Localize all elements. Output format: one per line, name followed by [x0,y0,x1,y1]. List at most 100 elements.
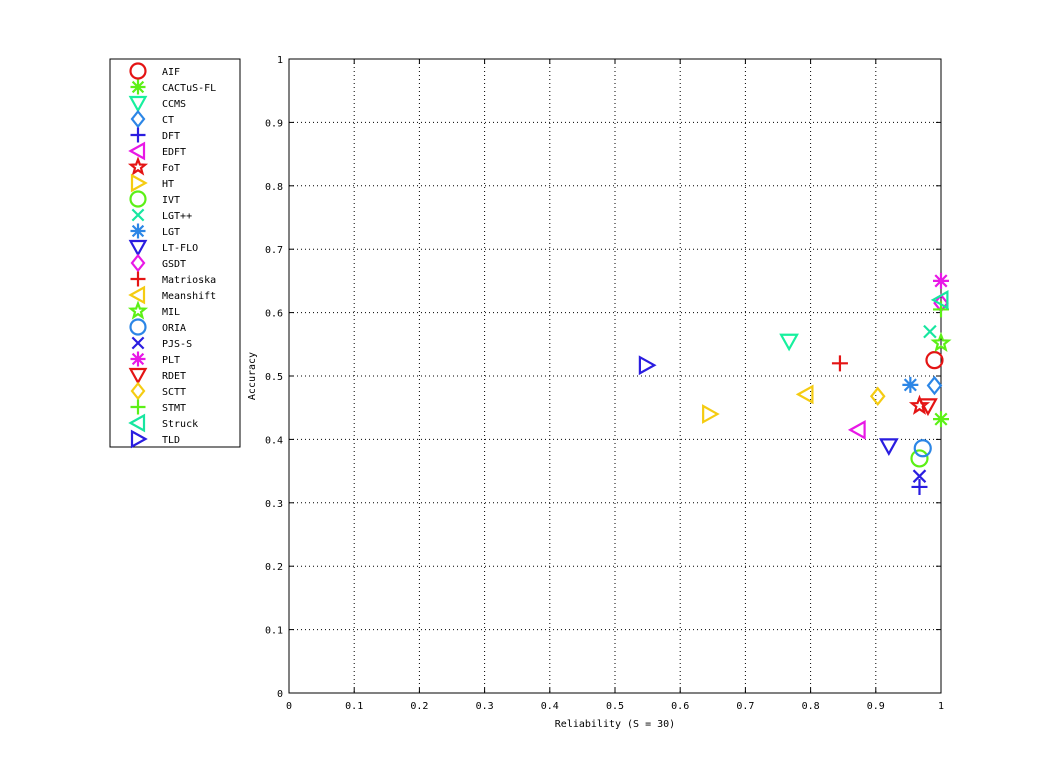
legend-label: LGT++ [162,211,192,222]
grid-lines [289,59,941,693]
point-ccms [779,333,799,352]
point-rdet [918,398,938,417]
legend-label: STMT [162,403,186,414]
point-edft [847,420,866,440]
point-lgt [902,376,919,393]
point-fot [908,394,931,415]
x-tick-label: 0.3 [476,701,494,712]
point-plt [933,272,949,289]
legend-marker [130,173,148,193]
legend-label: TLD [162,435,180,446]
legend-label: GSDT [162,259,186,270]
legend-marker [128,367,148,385]
legend-box [109,58,241,448]
x-tick-label: 0.7 [736,701,754,712]
legend-label: RDET [162,371,186,382]
y-tick-label: 0.9 [265,118,283,129]
legend-marker [130,399,146,415]
legend-marker [128,95,148,113]
point-ct [926,375,943,396]
legend-marker [129,62,147,80]
legend-label: CT [162,115,174,126]
legend-marker [127,156,149,176]
legend-label: IVT [162,195,180,206]
y-tick-label: 0.2 [265,562,283,573]
legend-label: DFT [162,131,180,142]
legend-marker [128,413,146,433]
legend-marker [130,79,146,95]
point-lgt- [923,324,937,339]
y-tick-label: 0.5 [265,372,283,383]
legend-marker [128,239,148,257]
x-axis-label: Reliability (S = 30) [555,719,675,730]
legend-label: PLT [162,355,180,366]
legend-marker [130,271,146,287]
point-dft [911,478,928,495]
legend-marker [130,381,146,401]
y-tick-label: 0.8 [265,182,283,193]
x-tick-label: 0.2 [410,701,428,712]
legend: AIF CACTuS-FL CCMS CT DFT EDFT FoT HT IVT LGT++ LG… [109,58,241,449]
y-tick-label: 0.7 [265,245,283,256]
legend-marker [131,336,145,350]
point-pjs-s [912,469,927,483]
y-tick-label: 1 [277,55,283,66]
x-axis-ticks: 0 0.1 0.2 0.3 0.4 0.5 0.6 0.7 0.8 0.9 1 [286,59,944,712]
legend-label: LT-FLO [162,243,198,254]
point-sctt [869,386,886,407]
legend-marker [130,351,146,367]
y-tick-label: 0.3 [265,499,283,510]
legend-marker [128,141,146,161]
legend-marker [130,253,146,273]
x-tick-label: 0.8 [802,701,820,712]
x-tick-label: 1 [938,701,944,712]
legend-marker [130,429,148,449]
y-tick-label: 0.6 [265,309,283,320]
point-lt-flo [878,438,899,457]
data-points [638,272,952,495]
legend-label: ORIA [162,323,186,334]
legend-label: CCMS [162,99,186,110]
legend-marker [127,300,149,320]
point-tld [638,355,657,376]
legend-marker [130,127,146,143]
legend-marker [131,208,145,222]
legend-label: LGT [162,227,180,238]
legend-label: AIF [162,67,180,78]
legend-label: Struck [162,419,198,430]
y-tick-label: 0 [277,689,283,700]
y-tick-label: 0.1 [265,626,283,637]
legend-label: CACTuS-FL [162,83,216,94]
x-tick-label: 0.1 [345,701,363,712]
x-tick-label: 0 [286,701,292,712]
point-ht [702,404,720,424]
point-matrioska [831,355,848,372]
point-oria [913,439,932,458]
point-aif [925,351,944,370]
legend-label: Matrioska [162,275,216,286]
legend-label: HT [162,179,174,190]
x-tick-label: 0.4 [541,701,559,712]
legend-marker [130,223,146,239]
legend-label: PJS-S [162,339,192,350]
point-meanshift [795,384,814,405]
legend-marker [129,318,147,336]
legend-label: FoT [162,163,180,174]
legend-label: MIL [162,307,180,318]
legend-marker [129,190,147,208]
y-axis-label: Accuracy [247,352,258,400]
x-tick-label: 0.6 [671,701,689,712]
x-tick-label: 0.5 [606,701,624,712]
legend-marker [128,285,146,305]
point-mil [930,331,952,353]
x-tick-label: 0.9 [867,701,885,712]
point-struck [930,290,949,310]
y-axis-ticks: 0 0.1 0.2 0.3 0.4 0.5 0.6 0.7 0.8 0.9 1 [265,55,941,700]
legend-label: Meanshift [162,291,216,302]
legend-marker [130,109,146,129]
legend-label: EDFT [162,147,186,158]
y-tick-label: 0.4 [265,435,283,446]
point-cactus-fl [933,411,949,428]
legend-label: SCTT [162,387,186,398]
